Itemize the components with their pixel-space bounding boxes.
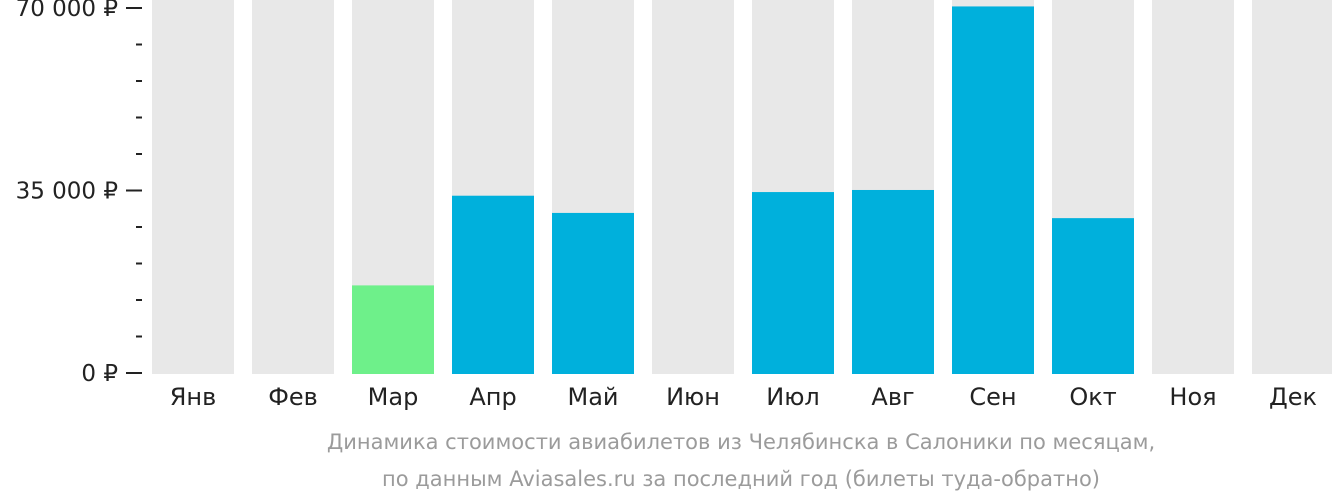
x-tick-label: Ноя [1169, 383, 1216, 411]
x-tick-label: Окт [1069, 383, 1116, 411]
x-tick-label: Июн [666, 383, 720, 411]
chart-caption-line-1: Динамика стоимости авиабилетов из Челяби… [326, 430, 1156, 454]
price-bar[interactable] [952, 6, 1034, 375]
month-columns [152, 0, 1332, 374]
price-bars [352, 6, 1134, 375]
x-tick-label: Сен [969, 383, 1016, 411]
price-bar[interactable] [452, 195, 534, 374]
x-tick-label: Фев [268, 383, 318, 411]
x-tick-label: Дек [1269, 383, 1317, 411]
price-bar[interactable] [852, 189, 934, 374]
month-column-bg [1152, 0, 1234, 374]
price-bar[interactable] [352, 285, 434, 374]
x-tick-label: Мар [368, 383, 419, 411]
price-chart: 70 000 ₽ 35 000 ₽ 0 ₽ Янв Фев Мар Апр Май Июн Ию… [16, 0, 1332, 411]
price-bar[interactable] [552, 212, 634, 374]
month-column-bg [1252, 0, 1332, 374]
x-tick-label: Авг [871, 383, 914, 411]
y-tick-label: 35 000 ₽ [16, 179, 118, 205]
x-axis: Янв Фев Мар Апр Май Июн Июл Авг Сен Окт Ноя Дек [170, 383, 1317, 411]
x-tick-label: Янв [170, 383, 217, 411]
chart-caption-line-2: по данным Aviasales.ru за последний год … [382, 467, 1100, 491]
price-bar[interactable] [752, 192, 834, 374]
month-column-bg [652, 0, 734, 374]
month-column-bg [152, 0, 234, 374]
price-bar[interactable] [1052, 218, 1134, 374]
y-tick-label: 70 000 ₽ [16, 0, 118, 22]
y-axis: 70 000 ₽ 35 000 ₽ 0 ₽ [16, 0, 142, 387]
y-tick-label: 0 ₽ [81, 361, 118, 387]
x-tick-label: Июл [766, 383, 820, 411]
month-column-bg [252, 0, 334, 374]
x-tick-label: Апр [469, 383, 516, 411]
x-tick-label: Май [567, 383, 618, 411]
